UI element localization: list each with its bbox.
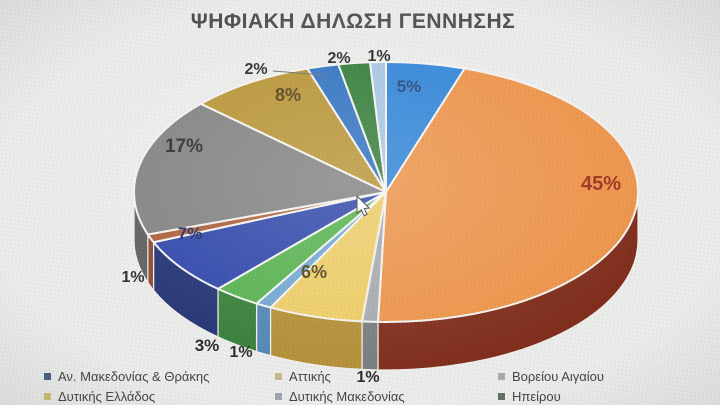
legend-label: Ηπείρου (512, 389, 561, 404)
percent-label: 1% (229, 344, 252, 361)
chart-title: ΨΗΦΙΑΚΗ ΔΗΛΩΣΗ ΓΕΝΝΗΣΗΣ (190, 10, 516, 33)
pie-slice-side (361, 320, 379, 371)
percent-label: 5% (397, 77, 422, 96)
legend-swatch-icon (275, 373, 282, 380)
legend-item: Δυτικής Ελλάδος (44, 388, 275, 405)
percent-label: 2% (244, 61, 267, 78)
percent-label: 1% (121, 269, 144, 286)
chart-legend: Αν. Μακεδονίας & Θράκης Αττικής Βορείου … (44, 368, 704, 405)
legend-label: Αττικής (289, 369, 331, 384)
legend-item: Βορείου Αιγαίου (498, 368, 704, 385)
legend-swatch-icon (44, 393, 51, 400)
mouse-cursor-icon (356, 194, 371, 217)
percent-label: 2% (327, 50, 350, 67)
legend-swatch-icon (275, 393, 282, 400)
percent-label: 3% (195, 336, 220, 355)
percent-label: 17% (165, 136, 203, 157)
pie-slice (377, 67, 639, 323)
pie-slice (133, 102, 387, 236)
percent-label: 1% (367, 48, 390, 65)
percent-label: 6% (301, 262, 327, 282)
legend-label: Δυτικής Μακεδονίας (289, 389, 405, 404)
legend-label: Δυτικής Ελλάδος (58, 389, 156, 404)
percent-label: 45% (581, 173, 621, 195)
percent-label: 8% (275, 85, 301, 105)
pie-slice (369, 61, 387, 193)
legend-swatch-icon (44, 373, 51, 380)
legend-label: Αν. Μακεδονίας & Θράκης (58, 369, 210, 384)
legend-swatch-icon (498, 393, 505, 400)
label-leader-line (272, 70, 325, 76)
legend-item: Αττικής (275, 368, 498, 385)
percent-label: 7% (178, 224, 203, 243)
legend-item: Ηπείρου (498, 388, 704, 405)
percent-label: 1% (356, 369, 379, 386)
pie-slice-side (255, 302, 272, 357)
legend-item: Δυτικής Μακεδονίας (275, 388, 498, 405)
pie-slice-side (147, 232, 155, 292)
pie-slice (199, 67, 387, 193)
legend-label: Βορείου Αιγαίου (512, 369, 605, 384)
pie-slice (152, 191, 387, 290)
legend-swatch-icon (498, 373, 505, 380)
legend-item: Αν. Μακεδονίας & Θράκης (44, 368, 275, 385)
